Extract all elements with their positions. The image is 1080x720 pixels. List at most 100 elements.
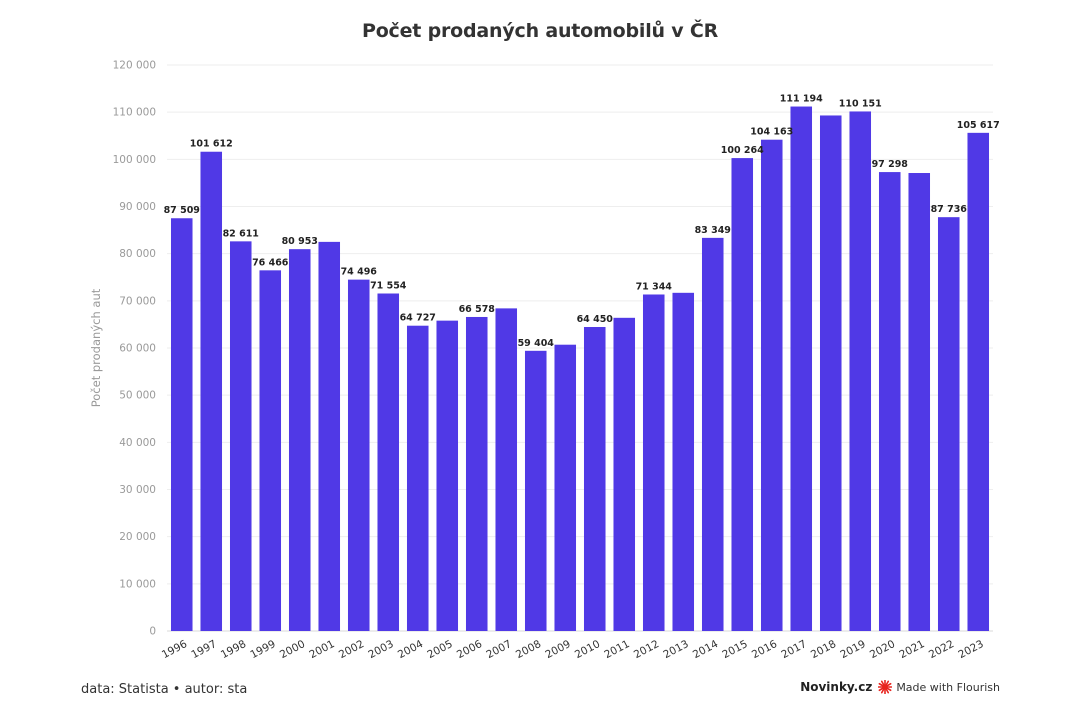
x-tick-label: 2023 <box>956 638 985 661</box>
made-with-flourish-link[interactable]: Made with Flourish <box>896 680 1000 694</box>
x-tick-label: 2003 <box>366 638 395 661</box>
data-label: 82 611 <box>223 228 259 239</box>
bar[interactable] <box>613 317 636 631</box>
x-tick-label: 1996 <box>160 638 190 661</box>
bar[interactable] <box>790 106 813 631</box>
flourish-icon <box>878 680 893 694</box>
chart-title: Počet prodaných automobilů v ČR <box>361 20 719 42</box>
bar[interactable] <box>436 320 459 631</box>
y-tick-label: 80 000 <box>119 248 156 260</box>
bar[interactable] <box>465 316 488 631</box>
x-tick-label: 2011 <box>602 638 631 661</box>
footer-credits: Novinky.cz Made with Flourish <box>800 680 1000 694</box>
data-labels-layer: 87 509 101 612 82 611 76 466 80 953 74 496 71 … <box>164 94 1000 349</box>
data-label: 76 466 <box>252 257 289 268</box>
bar[interactable] <box>524 350 547 631</box>
data-label: 100 264 <box>721 145 764 156</box>
data-label: 59 404 <box>518 338 555 349</box>
y-tick-label: 110 000 <box>113 107 156 119</box>
bar[interactable] <box>701 237 724 631</box>
data-label: 111 194 <box>780 94 823 105</box>
x-tick-label: 2018 <box>809 638 838 661</box>
x-tick-label: 1997 <box>189 638 218 661</box>
data-label: 66 578 <box>459 304 496 315</box>
bar[interactable] <box>259 270 282 631</box>
x-tick-label: 1998 <box>219 638 248 661</box>
data-label: 71 344 <box>636 281 673 292</box>
bar[interactable] <box>937 217 960 631</box>
y-axis-title: Počet prodaných aut <box>89 288 103 407</box>
y-tick-label: 50 000 <box>119 390 156 402</box>
x-tick-label: 2016 <box>750 638 780 661</box>
bar[interactable] <box>495 308 518 631</box>
bar[interactable] <box>849 111 872 631</box>
x-tick-label: 2006 <box>455 638 485 661</box>
data-label: 87 509 <box>164 205 200 216</box>
bar[interactable] <box>760 139 783 631</box>
x-tick-label: 2007 <box>484 638 513 661</box>
data-label: 74 496 <box>341 267 378 278</box>
y-tick-label: 120 000 <box>113 60 156 72</box>
bar[interactable] <box>731 158 754 631</box>
data-label: 97 298 <box>872 159 909 170</box>
bar[interactable] <box>819 115 842 632</box>
x-tick-label: 2014 <box>691 638 721 661</box>
bar[interactable] <box>908 173 931 632</box>
brand-logo[interactable]: Novinky.cz <box>800 680 873 694</box>
x-tick-label: 1999 <box>248 638 277 661</box>
x-axis: 1996 1997 1998 1999 2000 2001 2002 2003 2004 2005… <box>160 638 986 661</box>
data-label: 101 612 <box>190 139 233 150</box>
bar[interactable] <box>288 249 311 631</box>
x-tick-label: 2010 <box>573 638 602 661</box>
bar[interactable] <box>170 218 193 632</box>
bar[interactable] <box>318 241 341 631</box>
data-label: 105 617 <box>957 120 1000 131</box>
bar[interactable] <box>377 293 400 631</box>
x-tick-label: 2002 <box>337 638 366 661</box>
y-tick-label: 0 <box>149 626 156 638</box>
bar[interactable] <box>583 327 606 631</box>
x-tick-label: 2012 <box>632 638 661 661</box>
y-tick-label: 40 000 <box>119 437 156 449</box>
y-tick-label: 100 000 <box>113 154 156 166</box>
x-tick-label: 2020 <box>868 638 897 661</box>
data-label: 64 450 <box>577 314 614 325</box>
y-tick-label: 20 000 <box>119 531 156 543</box>
x-tick-label: 2000 <box>278 638 307 661</box>
bar[interactable] <box>967 132 990 631</box>
data-label: 104 163 <box>750 127 793 138</box>
x-tick-label: 2022 <box>927 638 956 661</box>
x-tick-label: 2017 <box>779 638 808 661</box>
bar[interactable] <box>642 294 665 631</box>
flourish-icon-center <box>882 684 888 690</box>
y-tick-label: 10 000 <box>119 578 156 590</box>
y-tick-label: 70 000 <box>119 295 156 307</box>
data-label: 80 953 <box>282 236 318 247</box>
bar[interactable] <box>200 151 223 631</box>
x-tick-label: 2001 <box>307 638 336 661</box>
x-tick-label: 2015 <box>720 638 749 661</box>
data-label: 64 727 <box>400 313 436 324</box>
x-tick-label: 2019 <box>838 638 867 661</box>
bar[interactable] <box>878 172 901 632</box>
footer-source: data: Statista • autor: sta <box>81 682 248 697</box>
x-tick-label: 2021 <box>897 638 926 661</box>
y-tick-label: 60 000 <box>119 343 156 355</box>
y-tick-label: 30 000 <box>119 484 156 496</box>
data-label: 71 554 <box>370 281 407 292</box>
x-tick-label: 2004 <box>396 638 426 661</box>
x-tick-label: 2008 <box>514 638 543 661</box>
bar[interactable] <box>554 344 577 631</box>
data-label: 87 736 <box>931 204 968 215</box>
bar[interactable] <box>347 279 370 631</box>
bar[interactable] <box>229 241 252 632</box>
x-tick-label: 2009 <box>543 638 572 661</box>
x-tick-label: 2005 <box>425 638 454 661</box>
data-label: 110 151 <box>839 98 882 109</box>
bar[interactable] <box>672 292 695 631</box>
x-tick-label: 2013 <box>661 638 690 661</box>
bars-layer <box>170 106 990 632</box>
bar[interactable] <box>406 325 429 631</box>
